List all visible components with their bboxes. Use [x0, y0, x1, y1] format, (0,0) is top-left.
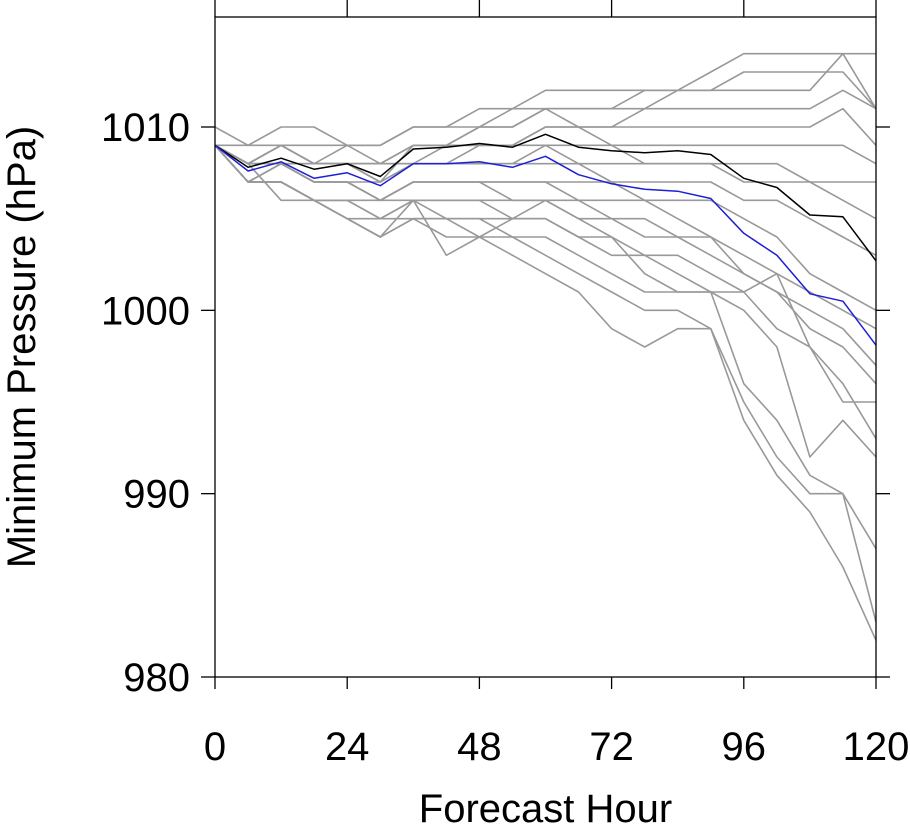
series-line-8 [214, 144, 877, 220]
plot-frame [214, 16, 877, 678]
x-tick-label: 48 [457, 725, 502, 769]
y-tick-label: 990 [123, 473, 190, 517]
y-tick-label: 980 [123, 656, 190, 700]
y-tick-label: 1010 [101, 106, 190, 150]
series-line-19 [214, 144, 877, 641]
series-line-10 [214, 144, 877, 312]
series-line-1 [214, 52, 876, 183]
x-tick-label: 96 [722, 725, 767, 769]
tick-layer: 0 24 48 72 96 120 980 990 1000 1010 [101, 0, 909, 769]
x-tick-label: 120 [843, 725, 910, 769]
series-line-2 [214, 71, 877, 165]
series-line-5 [214, 107, 877, 165]
series-line-18 [214, 144, 877, 623]
series-line-21 [214, 144, 877, 346]
series-line-3 [214, 52, 877, 147]
series-line-4 [215, 89, 877, 147]
series-line-20 [214, 133, 877, 262]
x-tick-label: 24 [325, 725, 370, 769]
series-layer [214, 52, 877, 641]
y-tick-label: 1000 [101, 289, 190, 333]
y-axis-title: Minimum Pressure (hPa) [0, 126, 44, 568]
x-tick-label: 72 [589, 725, 634, 769]
x-tick-label: 0 [204, 725, 226, 769]
series-line-16 [214, 144, 877, 458]
x-axis-title: Forecast Hour [419, 787, 672, 827]
axes-layer [214, 16, 877, 678]
